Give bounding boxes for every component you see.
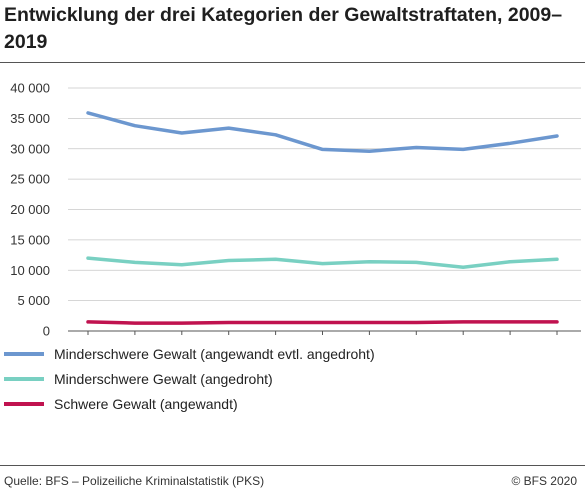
legend-swatch bbox=[4, 352, 44, 356]
chart-title: Entwicklung der drei Kategorien der Gewa… bbox=[4, 4, 563, 53]
y-tick-label: 10 000 bbox=[10, 263, 50, 278]
footer-divider bbox=[0, 465, 585, 466]
title-divider bbox=[0, 62, 585, 63]
y-tick-label: 35 000 bbox=[10, 111, 50, 126]
line-chart: 0 5 000 10 000 15 000 20 000 25 000 30 000 35 0… bbox=[10, 81, 581, 339]
y-tick-label: 40 000 bbox=[10, 81, 50, 96]
legend-label: Minderschwere Gewalt (angewandt evtl. an… bbox=[54, 346, 375, 362]
x-axis-ticks: 2009201020112012201320142015201620172018… bbox=[87, 331, 558, 335]
y-tick-label: 25 000 bbox=[10, 172, 50, 187]
y-tick-label: 30 000 bbox=[10, 141, 50, 156]
y-tick-label: 0 bbox=[43, 324, 50, 339]
y-axis-ticks: 0 5 000 10 000 15 000 20 000 25 000 30 000 35 0… bbox=[10, 81, 50, 339]
legend-swatch bbox=[4, 402, 44, 406]
y-tick-label: 15 000 bbox=[10, 232, 50, 247]
legend-label: Minderschwere Gewalt (angedroht) bbox=[54, 371, 273, 387]
series-lines bbox=[86, 111, 559, 325]
series-line-1 bbox=[86, 256, 559, 269]
source-note: Quelle: BFS – Polizeiliche Kriminalstati… bbox=[4, 474, 265, 488]
y-tick-label: 5 000 bbox=[17, 293, 50, 308]
series-line-0 bbox=[86, 111, 559, 153]
series-line-2 bbox=[86, 320, 559, 325]
y-tick-label: 20 000 bbox=[10, 202, 50, 217]
grid-lines bbox=[68, 87, 581, 332]
copyright: © BFS 2020 bbox=[511, 474, 577, 488]
legend-label: Schwere Gewalt (angewandt) bbox=[54, 396, 238, 412]
legend-swatch bbox=[4, 377, 44, 381]
